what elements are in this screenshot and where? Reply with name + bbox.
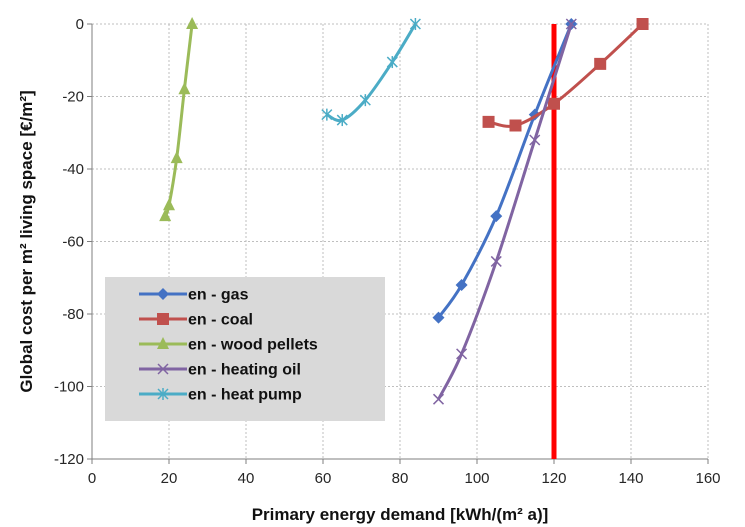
data-point-heating-oil <box>456 348 468 360</box>
series-coal <box>482 18 649 132</box>
data-point-heating-oil <box>490 255 502 267</box>
data-point-heat-pump <box>386 56 398 69</box>
x-tick-label: 160 <box>695 470 720 487</box>
legend-swatch-marker <box>157 337 169 349</box>
data-point-heat-pump <box>359 94 371 107</box>
series-heating-oil <box>432 18 577 405</box>
legend-label: en - gas <box>188 287 249 304</box>
grid <box>92 23 709 459</box>
legend-item-gas: en - gas <box>139 287 249 304</box>
y-axis-title: Global cost per m² living space [€/m²] <box>17 90 36 392</box>
y-tick-label: -40 <box>62 161 84 178</box>
y-tick-label: 0 <box>76 16 84 33</box>
x-tick-label: 0 <box>88 470 96 487</box>
series-line-heating-oil <box>437 23 573 400</box>
y-tick-label: -60 <box>62 234 84 251</box>
data-point-coal <box>509 119 522 132</box>
marker-stroke <box>432 393 445 405</box>
x-tick-label: 20 <box>161 470 178 487</box>
x-tick-label: 120 <box>541 470 566 487</box>
series-layer <box>159 17 649 405</box>
series-line-gas <box>437 23 573 319</box>
data-point-wood-pellets <box>178 82 191 95</box>
legend-swatch-marker <box>157 388 169 400</box>
legend-label: en - wood pellets <box>188 337 318 354</box>
x-axis-title: Primary energy demand [kWh/(m² a)] <box>252 505 549 524</box>
marker-stroke <box>157 363 169 375</box>
data-point-heat-pump <box>336 114 348 127</box>
x-tick-label: 80 <box>392 470 409 487</box>
series-heat-pump <box>321 18 421 127</box>
x-tick-label: 40 <box>238 470 255 487</box>
legend-box <box>105 277 385 421</box>
legend-swatch-marker <box>157 313 169 325</box>
data-point-heating-oil <box>529 134 541 146</box>
marker-stroke <box>490 255 502 267</box>
legend-swatch-marker <box>157 363 169 375</box>
x-tick-label: 140 <box>618 470 643 487</box>
x-tick-label: 60 <box>315 470 332 487</box>
marker-stroke <box>529 134 541 146</box>
data-point-heating-oil <box>565 18 577 30</box>
legend-label: en - coal <box>188 312 253 329</box>
data-point-coal <box>482 115 495 128</box>
data-point-coal <box>594 57 607 70</box>
data-point-gas <box>455 279 468 291</box>
x-tick-label: 100 <box>464 470 489 487</box>
data-point-heating-oil <box>432 393 445 405</box>
y-tick-label: -20 <box>62 89 84 106</box>
marker-stroke <box>456 348 468 360</box>
series-line-heat-pump <box>326 23 417 123</box>
data-point-wood-pellets <box>170 151 183 164</box>
legend-item-wood-pellets: en - wood pellets <box>139 337 318 354</box>
series-wood-pellets <box>159 17 199 222</box>
data-point-heat-pump <box>321 108 333 121</box>
legend-label: en - heating oil <box>188 362 301 379</box>
data-point-coal <box>636 18 649 30</box>
data-point-gas <box>432 311 445 324</box>
data-point-gas <box>490 210 503 223</box>
y-tick-label: -80 <box>62 306 84 323</box>
marker-stroke <box>565 18 577 30</box>
legend-label: en - heat pump <box>188 387 302 404</box>
data-point-coal <box>548 97 560 110</box>
axes: 0 20 40 60 80 100 120 140 160 0 -20 -40 -60 -80 -100 -1… <box>54 16 721 487</box>
data-point-wood-pellets <box>186 17 199 29</box>
legend-item-heat-pump: en - heat pump <box>139 387 302 404</box>
data-point-wood-pellets <box>159 209 172 222</box>
data-point-heat-pump <box>409 18 421 30</box>
data-point-wood-pellets <box>163 198 175 211</box>
legend: en - gas en - coal en - wood pellets en - h… <box>105 277 385 421</box>
legend-swatch-marker <box>157 288 169 300</box>
y-tick-label: -120 <box>54 451 84 468</box>
legend-item-coal: en - coal <box>139 312 253 329</box>
y-tick-label: -100 <box>54 379 84 396</box>
legend-item-heating-oil: en - heating oil <box>139 362 301 379</box>
